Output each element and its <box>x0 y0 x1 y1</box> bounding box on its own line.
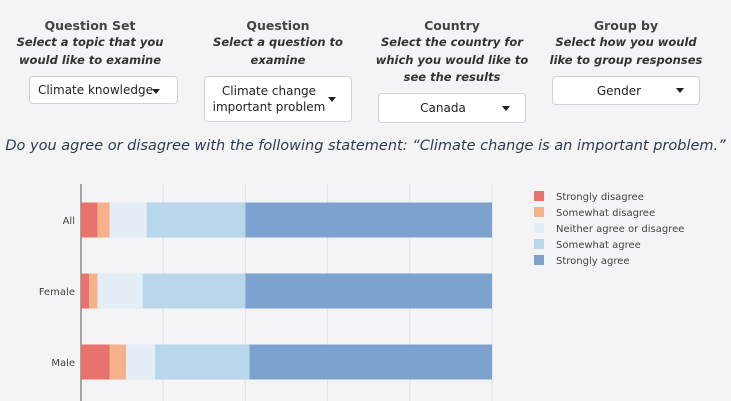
country-subtitle: Select the country for which you would l… <box>375 35 529 84</box>
y-tick-label: All <box>63 216 75 227</box>
bar-segment[interactable] <box>109 202 147 238</box>
legend-swatch <box>534 207 544 217</box>
chevron-down-icon <box>328 97 336 102</box>
question-set-control: Question Set Select a topic that you wou… <box>15 18 165 69</box>
legend-swatch <box>534 255 544 265</box>
country-control: Country Select the country for which you… <box>370 18 534 87</box>
bar-segment[interactable] <box>154 344 250 380</box>
legend-swatch <box>534 223 544 233</box>
question-set-title: Question Set <box>44 18 136 33</box>
question-subtitle: Select a question to examine <box>213 35 343 67</box>
bar-segment[interactable] <box>146 202 246 238</box>
question-set-value: Climate knowledge <box>37 83 154 97</box>
bar-segment[interactable] <box>109 344 127 380</box>
chart-legend: Strongly disagree Somewhat disagree Neithe… <box>534 191 684 267</box>
question-dropdown[interactable]: Climate change important problem <box>204 76 352 122</box>
bar-segment[interactable] <box>81 202 98 238</box>
group-by-subtitle: Select how you would like to group respo… <box>549 35 703 67</box>
legend-label: Neither agree or disagree <box>556 224 684 235</box>
group-by-dropdown[interactable]: Gender <box>552 76 700 105</box>
chart-bars <box>81 202 492 380</box>
bar-segment[interactable] <box>126 344 155 380</box>
country-value: Canada <box>420 101 466 115</box>
y-tick-label: Female <box>39 287 75 298</box>
legend-label: Somewhat disagree <box>556 208 655 219</box>
bar-segment[interactable] <box>81 344 110 380</box>
chevron-down-icon <box>502 106 510 111</box>
question-set-dropdown[interactable]: Climate knowledge <box>29 76 178 104</box>
bar-segment[interactable] <box>97 202 110 238</box>
group-by-control: Group by Select how you would like to gr… <box>548 18 704 69</box>
question-statement: Do you agree or disagree with the follow… <box>5 138 726 154</box>
bar-segment[interactable] <box>97 273 143 309</box>
bar-segment[interactable] <box>245 273 492 309</box>
chevron-down-icon <box>676 88 684 93</box>
y-tick-labels: All Female Male <box>39 216 75 369</box>
legend-label: Somewhat agree <box>556 240 641 251</box>
question-set-subtitle: Select a topic that you would like to ex… <box>16 35 164 67</box>
bar-segment[interactable] <box>89 273 98 309</box>
stacked-bar-chart: All Female Male Strongly disagree Somewhat … <box>39 184 684 401</box>
chevron-down-icon <box>152 89 160 94</box>
question-value: Climate change important problem <box>212 84 326 114</box>
y-tick-label: Male <box>51 358 75 369</box>
group-by-value: Gender <box>596 83 642 98</box>
legend-label: Strongly agree <box>556 256 630 267</box>
bar-segment[interactable] <box>142 273 246 309</box>
bar-segment[interactable] <box>249 344 492 380</box>
group-by-title: Group by <box>593 18 659 33</box>
bar-segment[interactable] <box>81 273 90 309</box>
country-dropdown[interactable]: Canada <box>378 93 526 123</box>
country-title: Country <box>424 18 480 33</box>
legend-label: Strongly disagree <box>556 192 644 203</box>
bar-segment[interactable] <box>245 202 492 238</box>
legend-swatch <box>534 239 544 249</box>
controls-panel: Question Set Select a topic that you wou… <box>0 0 731 130</box>
legend-swatch <box>534 191 544 201</box>
question-control: Question Select a question to examine <box>203 18 353 69</box>
question-title: Question <box>246 18 310 33</box>
